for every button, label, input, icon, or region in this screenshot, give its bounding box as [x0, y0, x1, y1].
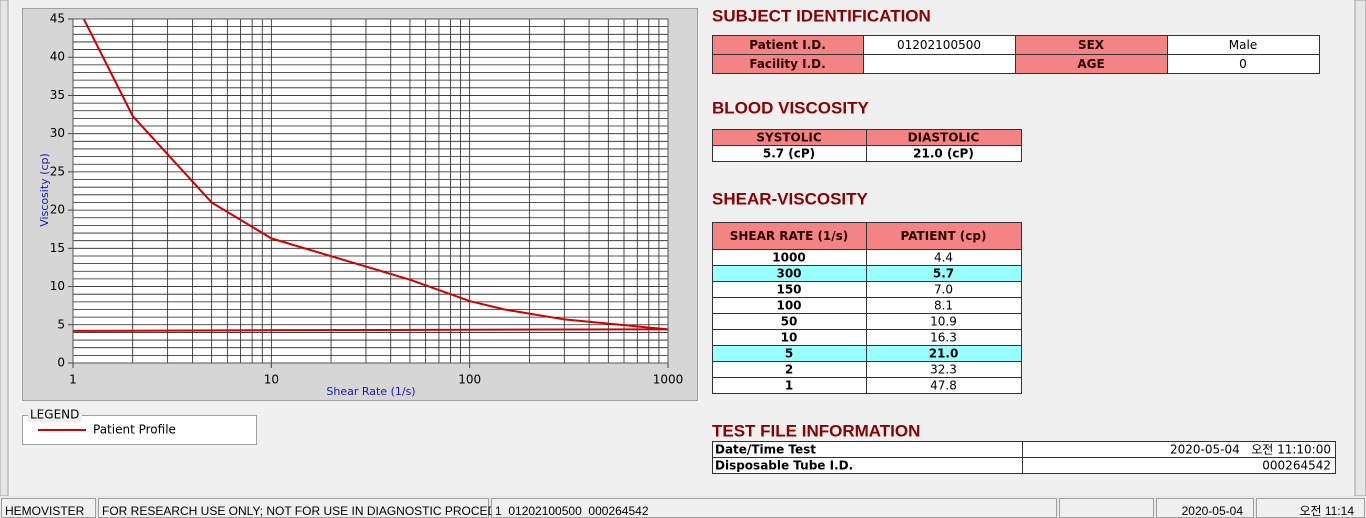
y-tick-label: 20 [50, 203, 65, 217]
table-value: 5 [785, 347, 793, 361]
table-cell [866, 222, 1022, 250]
legend-title-bg [28, 408, 82, 422]
table-value: 8.1 [934, 299, 953, 313]
table-value: 21.0 [929, 347, 959, 361]
field-value: 2020-05-04 오전 11:10:00 [1170, 443, 1331, 457]
status-text: 오전 11:14 [1299, 504, 1354, 518]
y-tick-label: 25 [50, 164, 65, 178]
field-value: 0 [1239, 57, 1247, 71]
column-header: PATIENT (cp) [901, 229, 987, 243]
series-line [82, 19, 668, 331]
section-title: BLOOD VISCOSITY [712, 98, 869, 117]
table-value: 1000 [772, 251, 805, 265]
plot-area [73, 19, 668, 363]
table-cell [1022, 457, 1336, 474]
column-header: SHEAR RATE (1/s) [730, 229, 849, 243]
scrollbar[interactable] [1354, 0, 1366, 497]
field-value: Male [1229, 38, 1257, 52]
table-value: 4.4 [934, 251, 953, 265]
status-text: HEMOVISTER [5, 504, 85, 518]
table-value: 2 [785, 363, 793, 377]
table-value: 5.7 [933, 267, 954, 281]
x-tick-label: 1 [69, 373, 77, 387]
table-value: 10.9 [930, 315, 957, 329]
table-value: 7.0 [934, 283, 953, 297]
y-tick-label: 0 [57, 356, 65, 370]
table-value: 150 [776, 283, 801, 297]
column-header: DIASTOLIC [908, 131, 980, 145]
left-border [0, 0, 9, 497]
field-value: 21.0 (cP) [913, 147, 974, 161]
table-cell [866, 377, 1022, 394]
field-label: SEX [1078, 38, 1105, 52]
section-title: SHEAR-VISCOSITY [712, 189, 869, 208]
plot-border [72, 18, 669, 364]
table-cell [1167, 54, 1320, 74]
table-value: 50 [781, 315, 798, 329]
table-value: 300 [776, 267, 801, 281]
field-label: Date/Time Test [715, 443, 816, 457]
x-tick-label: 100 [458, 373, 481, 387]
status-text: 2020-05-04 [1182, 504, 1244, 518]
field-label: Facility I.D. [749, 57, 825, 71]
column-header: SYSTOLIC [756, 131, 821, 145]
table-cell [863, 54, 1016, 74]
section-title: TEST FILE INFORMATION [712, 421, 920, 440]
y-tick-label: 35 [50, 88, 65, 102]
status-cell [1059, 498, 1154, 518]
x-tick-label: 10 [264, 373, 279, 387]
legend-title: LEGEND [30, 408, 79, 422]
status-text: FOR RESEARCH USE ONLY; NOT FOR USE IN DI… [102, 504, 530, 518]
table-value: 47.8 [930, 379, 957, 393]
table-value: 100 [776, 299, 801, 313]
field-label: AGE [1077, 57, 1104, 71]
table-value: 32.3 [930, 363, 957, 377]
table-value: 10 [781, 331, 798, 345]
field-value: 01202100500 [897, 38, 981, 52]
section-title: SUBJECT IDENTIFICATION [712, 6, 931, 25]
y-tick-label: 30 [50, 126, 65, 140]
x-tick-label: 1000 [653, 373, 684, 387]
y-tick-label: 10 [50, 279, 65, 293]
table-cell [866, 145, 1022, 162]
field-label: Patient I.D. [749, 38, 826, 52]
series-line [73, 328, 668, 332]
table-value: 16.3 [930, 331, 957, 345]
y-tick-label: 5 [57, 317, 65, 331]
field-label: Disposable Tube I.D. [715, 459, 853, 473]
status-text: 1 01202100500 000264542 [495, 504, 649, 518]
field-value: 000264542 [1262, 459, 1331, 473]
y-tick-label: 40 [50, 50, 65, 64]
x-axis-label: Shear Rate (1/s) [326, 385, 415, 398]
field-value: 5.7 (cP) [763, 147, 815, 161]
legend-label: Patient Profile [93, 423, 176, 437]
y-axis-label: Viscosity (cp) [38, 153, 51, 227]
y-tick-label: 45 [50, 12, 65, 26]
y-tick-label: 15 [50, 241, 65, 255]
table-value: 1 [785, 379, 793, 393]
